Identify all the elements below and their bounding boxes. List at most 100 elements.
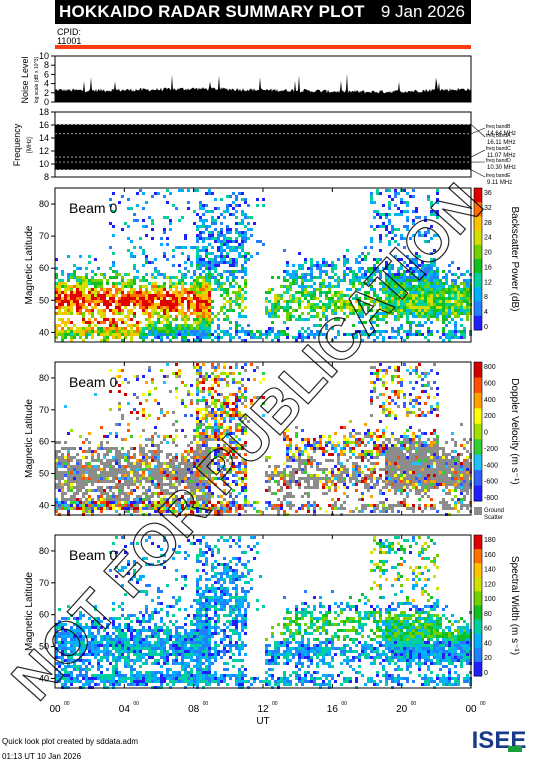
rti-cell bbox=[85, 306, 88, 309]
rti-cell bbox=[445, 279, 448, 282]
rti-cell bbox=[157, 336, 160, 339]
rti-cell bbox=[151, 480, 154, 483]
rti-cell bbox=[202, 327, 205, 330]
rti-cell bbox=[76, 501, 79, 504]
rti-cell bbox=[295, 426, 298, 429]
rti-cell bbox=[409, 291, 412, 294]
rti-cell bbox=[199, 417, 202, 420]
rti-cell bbox=[205, 444, 208, 447]
rti-cell bbox=[229, 504, 232, 507]
rti-cell bbox=[232, 474, 235, 477]
rti-cell bbox=[220, 249, 223, 252]
rti-cell bbox=[163, 300, 166, 303]
rti-cell bbox=[214, 330, 217, 333]
rti-cell bbox=[403, 312, 406, 315]
rti-cell bbox=[355, 261, 358, 264]
rti-cell bbox=[130, 477, 133, 480]
rti-cell bbox=[79, 327, 82, 330]
rti-cell bbox=[385, 273, 388, 276]
rti-cell bbox=[316, 465, 319, 468]
rti-cell bbox=[208, 393, 211, 396]
rti-cell bbox=[241, 288, 244, 291]
rti-cell bbox=[211, 480, 214, 483]
rti-cell bbox=[196, 483, 199, 486]
rti-cell bbox=[388, 276, 391, 279]
rti-cell bbox=[334, 309, 337, 312]
rti-cell bbox=[307, 318, 310, 321]
rti-cell bbox=[211, 276, 214, 279]
rti-cell bbox=[127, 510, 130, 513]
rti-cell bbox=[247, 228, 250, 231]
rti-cell bbox=[202, 321, 205, 324]
rti-cell bbox=[394, 273, 397, 276]
rti-cell bbox=[376, 378, 379, 381]
rti-cell bbox=[445, 288, 448, 291]
rti-cell bbox=[79, 501, 82, 504]
rti-cell bbox=[220, 255, 223, 258]
rti-cell bbox=[55, 285, 58, 288]
rti-cell bbox=[214, 270, 217, 273]
rti-cell bbox=[166, 315, 169, 318]
rti-cell bbox=[238, 396, 241, 399]
rti-cell bbox=[85, 498, 88, 501]
rti-cell bbox=[223, 258, 226, 261]
rti-cell bbox=[406, 294, 409, 297]
rti-cell bbox=[331, 453, 334, 456]
rti-cell bbox=[319, 306, 322, 309]
rti-cell bbox=[181, 507, 184, 510]
rti-cell bbox=[412, 195, 415, 198]
rti-cell bbox=[352, 471, 355, 474]
rti-cell bbox=[193, 279, 196, 282]
rti-cell bbox=[154, 510, 157, 513]
rti-cell bbox=[421, 315, 424, 318]
rti-cell bbox=[217, 249, 220, 252]
rti-cell bbox=[283, 438, 286, 441]
rti-cell bbox=[421, 285, 424, 288]
rti-cell bbox=[244, 267, 247, 270]
rti-cell bbox=[424, 234, 427, 237]
rti-cell bbox=[370, 225, 373, 228]
rti-cell bbox=[208, 390, 211, 393]
rti-cell bbox=[379, 237, 382, 240]
rti-cell bbox=[196, 399, 199, 402]
rti-cell bbox=[325, 492, 328, 495]
rti-cell bbox=[355, 438, 358, 441]
rti-cell bbox=[409, 237, 412, 240]
rti-cell bbox=[196, 507, 199, 510]
rti-cell bbox=[223, 318, 226, 321]
rti-cell bbox=[166, 471, 169, 474]
rti-cell bbox=[202, 468, 205, 471]
rti-cell bbox=[208, 426, 211, 429]
rti-cell bbox=[157, 447, 160, 450]
rti-cell bbox=[343, 492, 346, 495]
rti-cell bbox=[169, 483, 172, 486]
rti-cell bbox=[217, 438, 220, 441]
rti-cell bbox=[115, 504, 118, 507]
rti-cell bbox=[76, 486, 79, 489]
rti-cell bbox=[430, 297, 433, 300]
rti-cell bbox=[67, 465, 70, 468]
rti-cell bbox=[127, 507, 130, 510]
rti-cell bbox=[166, 336, 169, 339]
rti-cell bbox=[343, 438, 346, 441]
rti-cell bbox=[196, 261, 199, 264]
rti-cell bbox=[145, 444, 148, 447]
rti-cell bbox=[250, 228, 253, 231]
rti-cell bbox=[103, 291, 106, 294]
rti-cell bbox=[142, 300, 145, 303]
rti-cell bbox=[88, 498, 91, 501]
rti-cell bbox=[223, 282, 226, 285]
rti-cell bbox=[307, 267, 310, 270]
rti-cell bbox=[385, 483, 388, 486]
rti-cell bbox=[88, 450, 91, 453]
rti-cell bbox=[235, 447, 238, 450]
rti-cell bbox=[325, 270, 328, 273]
rti-cell bbox=[184, 297, 187, 300]
rti-cell bbox=[400, 300, 403, 303]
colorbar-tick-power: 20 bbox=[484, 250, 492, 257]
rti-cell bbox=[376, 369, 379, 372]
rti-cell bbox=[124, 507, 127, 510]
rti-cell bbox=[352, 309, 355, 312]
rti-cell bbox=[151, 324, 154, 327]
rti-cell bbox=[388, 408, 391, 411]
